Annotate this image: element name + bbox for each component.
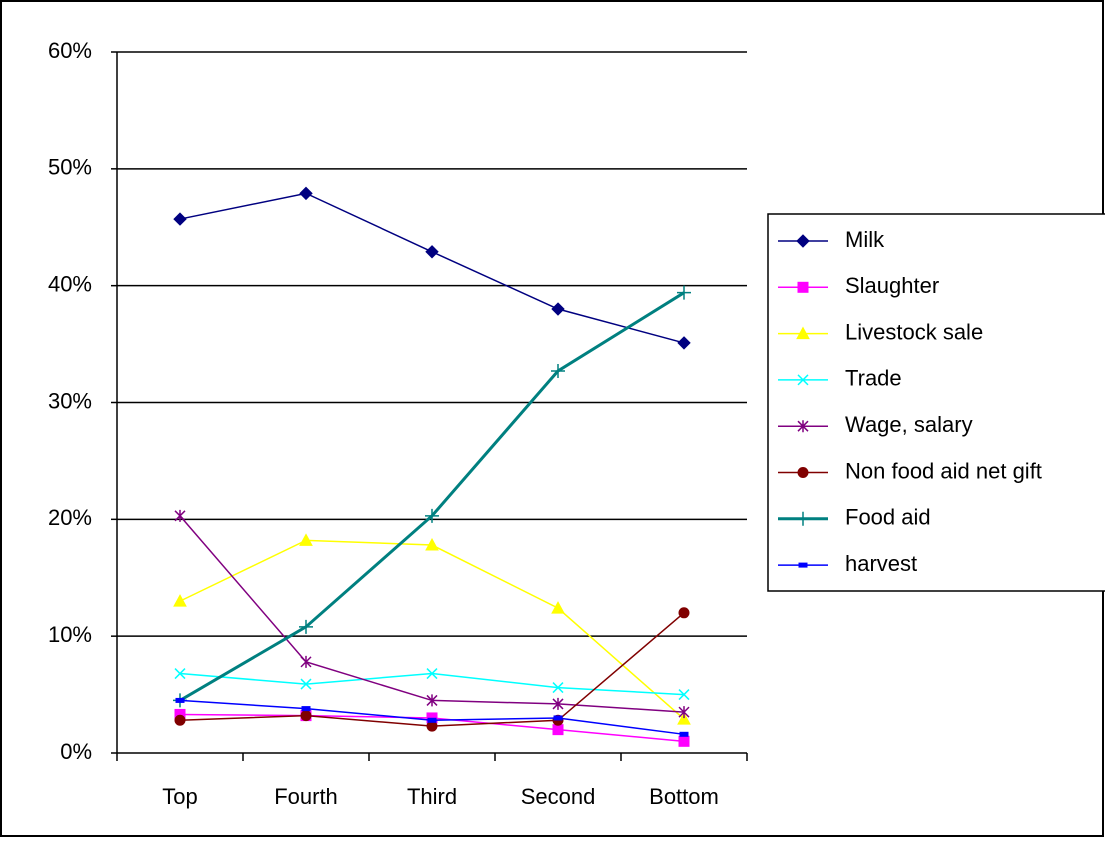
marker	[677, 285, 691, 300]
marker	[678, 735, 690, 747]
legend-marker	[798, 562, 808, 568]
y-tick-label: 30%	[48, 388, 92, 413]
legend-label: Livestock sale	[845, 319, 983, 344]
legend-marker	[796, 234, 810, 248]
marker	[300, 710, 312, 722]
legend-marker	[797, 281, 809, 293]
marker	[425, 537, 439, 551]
legend-label: Wage, salary	[845, 412, 973, 437]
legend-label: Slaughter	[845, 273, 939, 298]
marker	[300, 655, 312, 668]
marker	[301, 706, 311, 712]
marker	[677, 712, 691, 725]
legend-marker	[796, 326, 810, 340]
marker	[552, 682, 564, 694]
y-tick-label: 20%	[48, 505, 92, 530]
marker	[426, 668, 438, 680]
legend-marker	[797, 374, 809, 386]
marker	[678, 607, 690, 619]
marker	[425, 245, 439, 259]
marker	[299, 533, 313, 546]
marker	[174, 714, 186, 726]
legend-marker	[797, 467, 809, 478]
marker	[679, 731, 689, 737]
legend-label: Milk	[845, 227, 885, 252]
legend-marker	[797, 420, 809, 433]
legend-label: Food aid	[845, 505, 931, 530]
marker	[678, 689, 690, 701]
y-tick-label: 10%	[48, 622, 92, 647]
marker	[299, 619, 313, 634]
marker	[299, 186, 313, 201]
marker	[300, 678, 312, 690]
x-tick-label: Second	[521, 784, 596, 809]
y-tick-label: 0%	[60, 739, 92, 764]
marker	[427, 717, 437, 723]
legend-box	[767, 213, 1105, 592]
marker	[174, 668, 186, 680]
marker	[551, 363, 565, 378]
marker	[425, 508, 439, 523]
marker	[677, 336, 691, 350]
x-tick-label: Top	[162, 784, 197, 809]
marker	[175, 697, 185, 703]
marker	[552, 697, 564, 710]
legend-label: Trade	[845, 366, 902, 391]
marker	[173, 212, 187, 226]
marker	[551, 302, 565, 316]
y-tick-label: 40%	[48, 271, 92, 296]
x-tick-label: Third	[407, 784, 457, 809]
marker	[552, 724, 564, 736]
marker	[173, 594, 187, 607]
marker	[551, 601, 565, 614]
y-tick-label: 50%	[48, 155, 92, 180]
x-tick-label: Fourth	[274, 784, 338, 809]
marker	[174, 509, 186, 522]
y-tick-label: 60%	[48, 38, 92, 63]
marker	[678, 706, 690, 719]
marker	[426, 694, 438, 707]
legend-label: Non food aid net gift	[845, 458, 1042, 483]
legend-marker	[796, 511, 810, 526]
marker	[553, 715, 563, 721]
x-tick-label: Bottom	[649, 784, 719, 809]
legend-label: harvest	[845, 551, 917, 576]
